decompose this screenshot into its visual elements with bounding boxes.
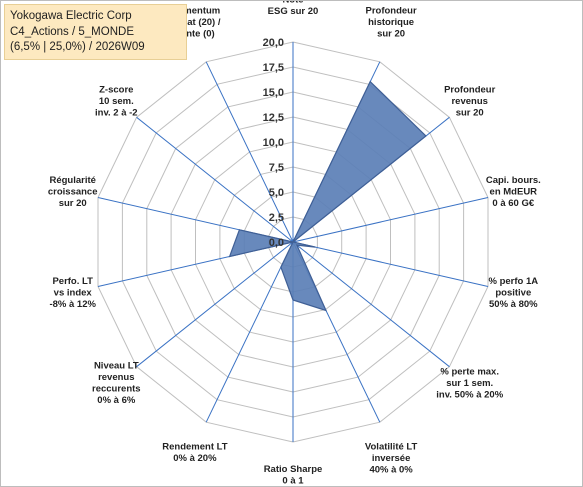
axis-label: Volatilité LT inversée 40% à 0% bbox=[365, 442, 418, 476]
axis-label: Profondeur revenus sur 20 bbox=[444, 85, 495, 119]
axis-spoke bbox=[205, 61, 294, 243]
axis-label: Momentum Achat (20) / Vente (0) bbox=[169, 5, 221, 39]
tick-label: 12,5 bbox=[263, 112, 284, 124]
axis-label: Ratio Sharpe 0 à 1 bbox=[264, 464, 323, 486]
axis-label: Z-score 10 sem. inv. 2 à -2 bbox=[95, 85, 138, 119]
axis-label: Profondeur historique sur 20 bbox=[365, 5, 416, 39]
axis-spoke bbox=[292, 241, 450, 368]
axis-spoke bbox=[136, 241, 294, 368]
tick-label: 7,5 bbox=[269, 162, 284, 174]
axis-label: NoteESG sur 20 bbox=[268, 1, 319, 17]
axis-label: Perfo. LT vs index -8% à 12% bbox=[49, 276, 96, 310]
axis-label: % perte max. sur 1 sem. inv. 50% à 20% bbox=[436, 366, 503, 400]
axis-label: Capi. bours. en MdEUR 0 à 60 G€ bbox=[486, 175, 541, 209]
axis-spoke bbox=[292, 197, 489, 243]
axis-spoke bbox=[205, 241, 294, 423]
tick-label: 0,0 bbox=[269, 237, 284, 249]
title-box: Yokogawa Electric Corp C4_Actions / 5_MO… bbox=[4, 4, 187, 60]
tick-label: 2,5 bbox=[269, 212, 284, 224]
axis-spoke bbox=[136, 116, 294, 243]
data-area bbox=[228, 80, 427, 312]
axis-label: % perfo 1A positive 50% à 80% bbox=[488, 276, 538, 310]
axis-label: Niveau LT revenus reccurents 0% à 6% bbox=[92, 361, 141, 407]
axis-label: Rendement LT 0% à 20% bbox=[162, 442, 227, 465]
axis-label: Régularité croissance sur 20 bbox=[48, 175, 98, 209]
tick-label: 15,0 bbox=[263, 87, 284, 99]
title-line-3: (6,5% | 25,0%) / 2026W09 bbox=[10, 41, 145, 53]
tick-label: 20,0 bbox=[263, 37, 284, 49]
title-line-1: Yokogawa Electric Corp bbox=[10, 10, 132, 22]
tick-label: 10,0 bbox=[263, 137, 284, 149]
axis-spoke bbox=[292, 241, 489, 287]
tick-label: 5,0 bbox=[269, 187, 284, 199]
title-line-2: C4_Actions / 5_MONDE bbox=[10, 25, 134, 38]
tick-label: 17,5 bbox=[263, 62, 284, 74]
